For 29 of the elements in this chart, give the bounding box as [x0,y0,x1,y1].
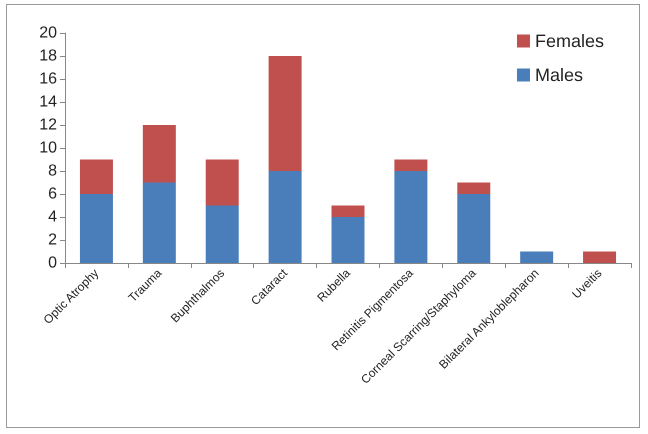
bar [268,171,302,263]
y-tick-label: 16 [39,70,58,88]
y-tick-label: 6 [48,186,58,202]
bar [394,171,428,263]
y-tick-label: 10 [39,140,58,156]
bar [80,194,113,263]
y-tick-label: 8 [48,162,58,180]
bar [394,160,428,171]
bar [332,217,364,263]
bar [583,252,616,263]
bar [457,182,490,194]
bar [80,160,113,194]
y-tick-label: 14 [39,94,58,110]
y-tick-label: 0 [48,254,58,272]
bar [142,125,176,182]
y-tick-label: 2 [48,232,58,248]
y-tick-label: 12 [39,116,58,134]
bar [520,252,554,263]
bar [268,56,302,171]
bar [142,182,176,263]
y-tick-label: 20 [39,24,58,42]
bar [206,206,239,263]
y-tick-label: 18 [39,48,58,64]
legend-label: Males [534,65,583,85]
bar [457,194,490,263]
legend-label: Females [534,31,604,51]
bar [206,160,239,206]
bar [332,206,364,217]
y-tick-label: 4 [48,208,58,226]
